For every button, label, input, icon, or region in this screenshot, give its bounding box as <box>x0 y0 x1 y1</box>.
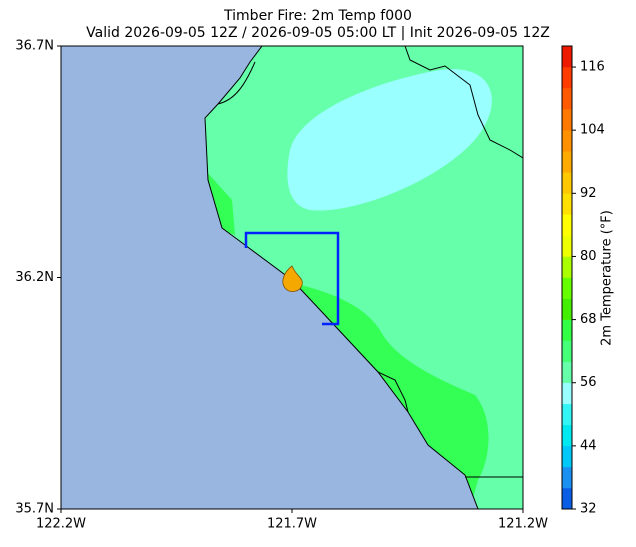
fire-box <box>244 231 340 326</box>
colorbar-tick-label: 56 <box>580 375 597 390</box>
colorbar-label: 2m Temperature (°F) <box>600 210 615 346</box>
map-area <box>61 46 523 509</box>
boundary <box>217 61 256 105</box>
colorbar-band <box>562 403 572 426</box>
colorbar-tick-label: 68 <box>580 312 597 327</box>
colorbar-frame <box>561 45 573 510</box>
colorbar-band <box>562 109 572 131</box>
colorbar-band <box>562 256 572 278</box>
colorbar-band <box>562 424 572 447</box>
lat-tick-label: 36.7N <box>15 39 54 54</box>
colorbar-band <box>562 487 572 510</box>
cool-region <box>287 69 492 211</box>
colorbar-band <box>562 382 572 405</box>
colorbar-band <box>562 130 572 152</box>
colorbar-band <box>562 67 572 89</box>
boundary <box>404 46 523 159</box>
colorbar-band <box>562 151 572 173</box>
colorbar-band <box>562 172 572 194</box>
map-title: Timber Fire: 2m Temp f000 <box>223 8 412 24</box>
colorbar-tick-label: 104 <box>580 123 605 138</box>
warm-region <box>205 170 235 235</box>
map-subtitle: Valid 2026-09-05 12Z / 2026-09-05 05:00 … <box>86 25 550 41</box>
lat-tick-label: 36.2N <box>15 270 54 285</box>
ocean <box>61 46 479 509</box>
colorbar-band <box>562 277 572 299</box>
colorbar-band <box>562 88 572 110</box>
colorbar-band <box>562 319 572 341</box>
colorbar-tick-label: 32 <box>580 502 597 517</box>
colorbar-band <box>562 235 572 257</box>
fire-icon <box>282 265 303 292</box>
colorbar-tick-label: 44 <box>580 438 597 453</box>
colorbar-tick-label: 116 <box>580 60 605 75</box>
colorbar-band <box>562 193 572 215</box>
colorbar-tick-label: 92 <box>580 186 597 201</box>
colorbar-band <box>562 445 572 468</box>
lat-tick-label: 35.7N <box>15 502 54 517</box>
colorbar-band <box>562 466 572 489</box>
colorbar-tick-label: 80 <box>580 249 597 264</box>
lon-tick-label: 122.2W <box>36 517 86 532</box>
lon-tick-label: 121.2W <box>498 517 548 532</box>
colorbar-band <box>562 46 572 68</box>
lon-tick-label: 121.7W <box>267 517 317 532</box>
boundary <box>377 371 409 413</box>
colorbar-band <box>562 298 572 320</box>
colorbar-band <box>562 214 572 236</box>
colorbar-band <box>562 340 572 362</box>
colorbar-band <box>562 361 572 384</box>
